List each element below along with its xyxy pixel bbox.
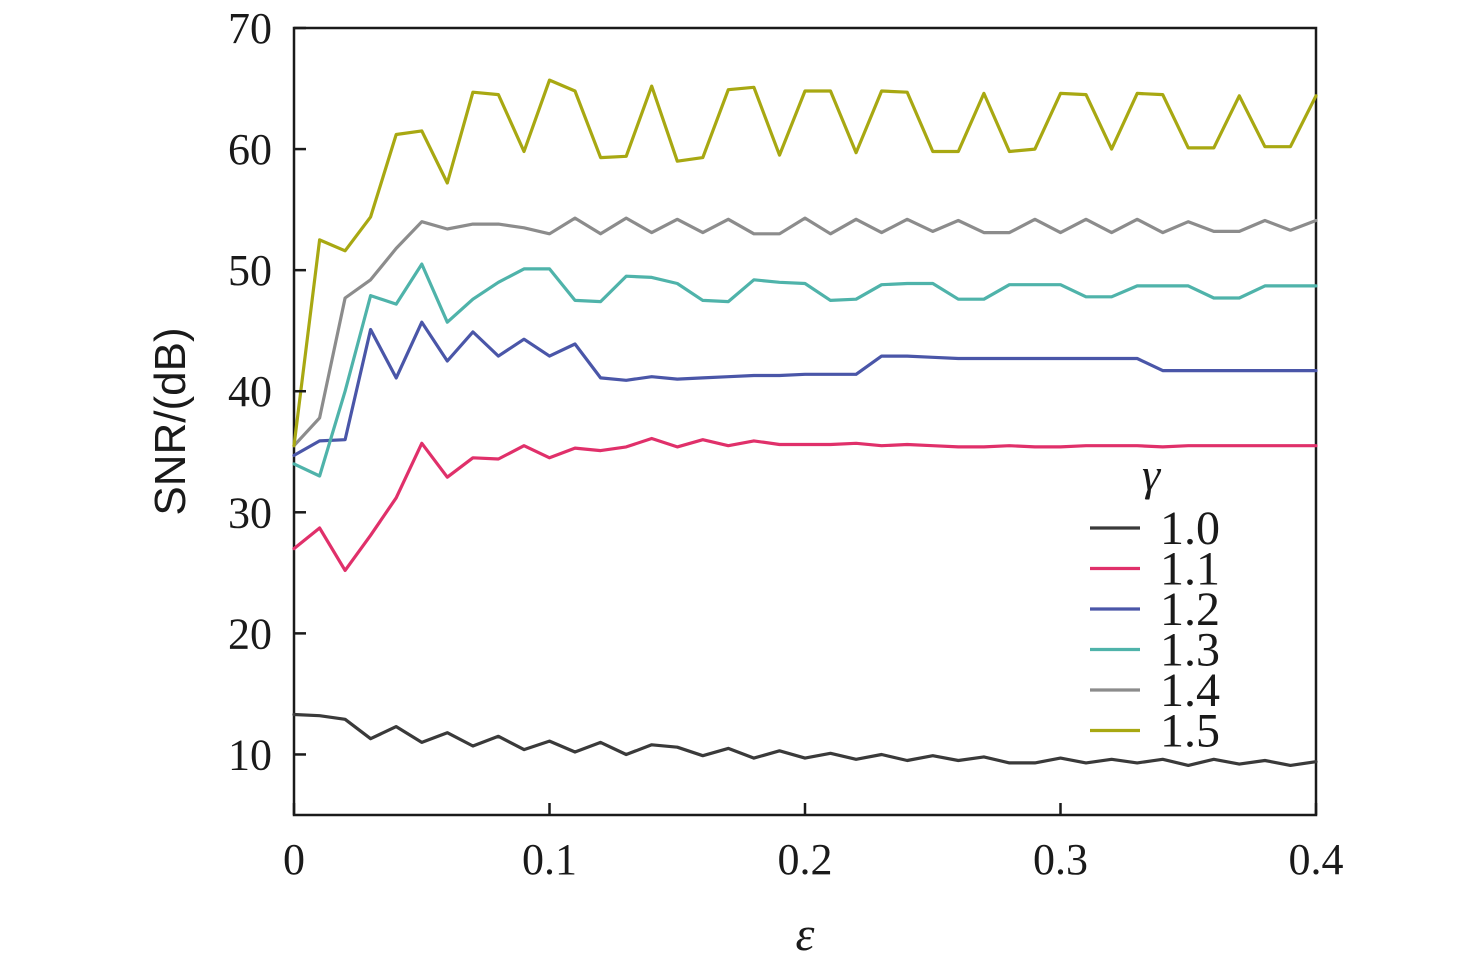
y-tick-label: 40 xyxy=(228,367,272,416)
legend-label: 1.0 xyxy=(1160,502,1220,555)
series-line-1-3 xyxy=(292,262,1318,478)
legend-label: 1.4 xyxy=(1160,664,1220,717)
y-tick-label: 30 xyxy=(228,488,272,537)
series-layer xyxy=(292,78,1318,768)
y-tick-label: 20 xyxy=(228,609,272,658)
legend-title: γ xyxy=(1142,449,1162,500)
legend-label: 1.3 xyxy=(1160,624,1220,677)
y-tick-label: 10 xyxy=(228,730,272,779)
legend-label: 1.5 xyxy=(1160,705,1220,758)
y-axis-label: SNR/(dB) xyxy=(146,327,195,515)
y-axis-ticks: 10 20 30 40 50 60 70 xyxy=(228,4,306,779)
legend-label: 1.2 xyxy=(1160,583,1220,636)
series-line-1-1 xyxy=(292,436,1318,573)
series-line-1-0 xyxy=(292,712,1318,768)
legend-items: 1.01.11.21.31.41.5 xyxy=(1090,502,1220,758)
series-line-1-2 xyxy=(292,320,1318,457)
x-tick-label: 0 xyxy=(283,835,305,884)
y-tick-label: 60 xyxy=(228,125,272,174)
x-axis-ticks: 0 0.1 0.2 0.3 0.4 xyxy=(283,803,1344,884)
x-tick-label: 0.2 xyxy=(778,835,833,884)
x-tick-label: 0.4 xyxy=(1289,835,1344,884)
series-line-1-4 xyxy=(292,216,1318,448)
series-line-1-5 xyxy=(292,78,1318,448)
x-axis-label: ε xyxy=(796,908,815,961)
y-tick-label: 50 xyxy=(228,246,272,295)
x-tick-label: 0.3 xyxy=(1033,835,1088,884)
y-tick-label: 70 xyxy=(228,4,272,53)
x-tick-label: 0.1 xyxy=(522,835,577,884)
legend: γ 1.01.11.21.31.41.5 xyxy=(1090,449,1220,758)
legend-label: 1.1 xyxy=(1160,543,1220,596)
